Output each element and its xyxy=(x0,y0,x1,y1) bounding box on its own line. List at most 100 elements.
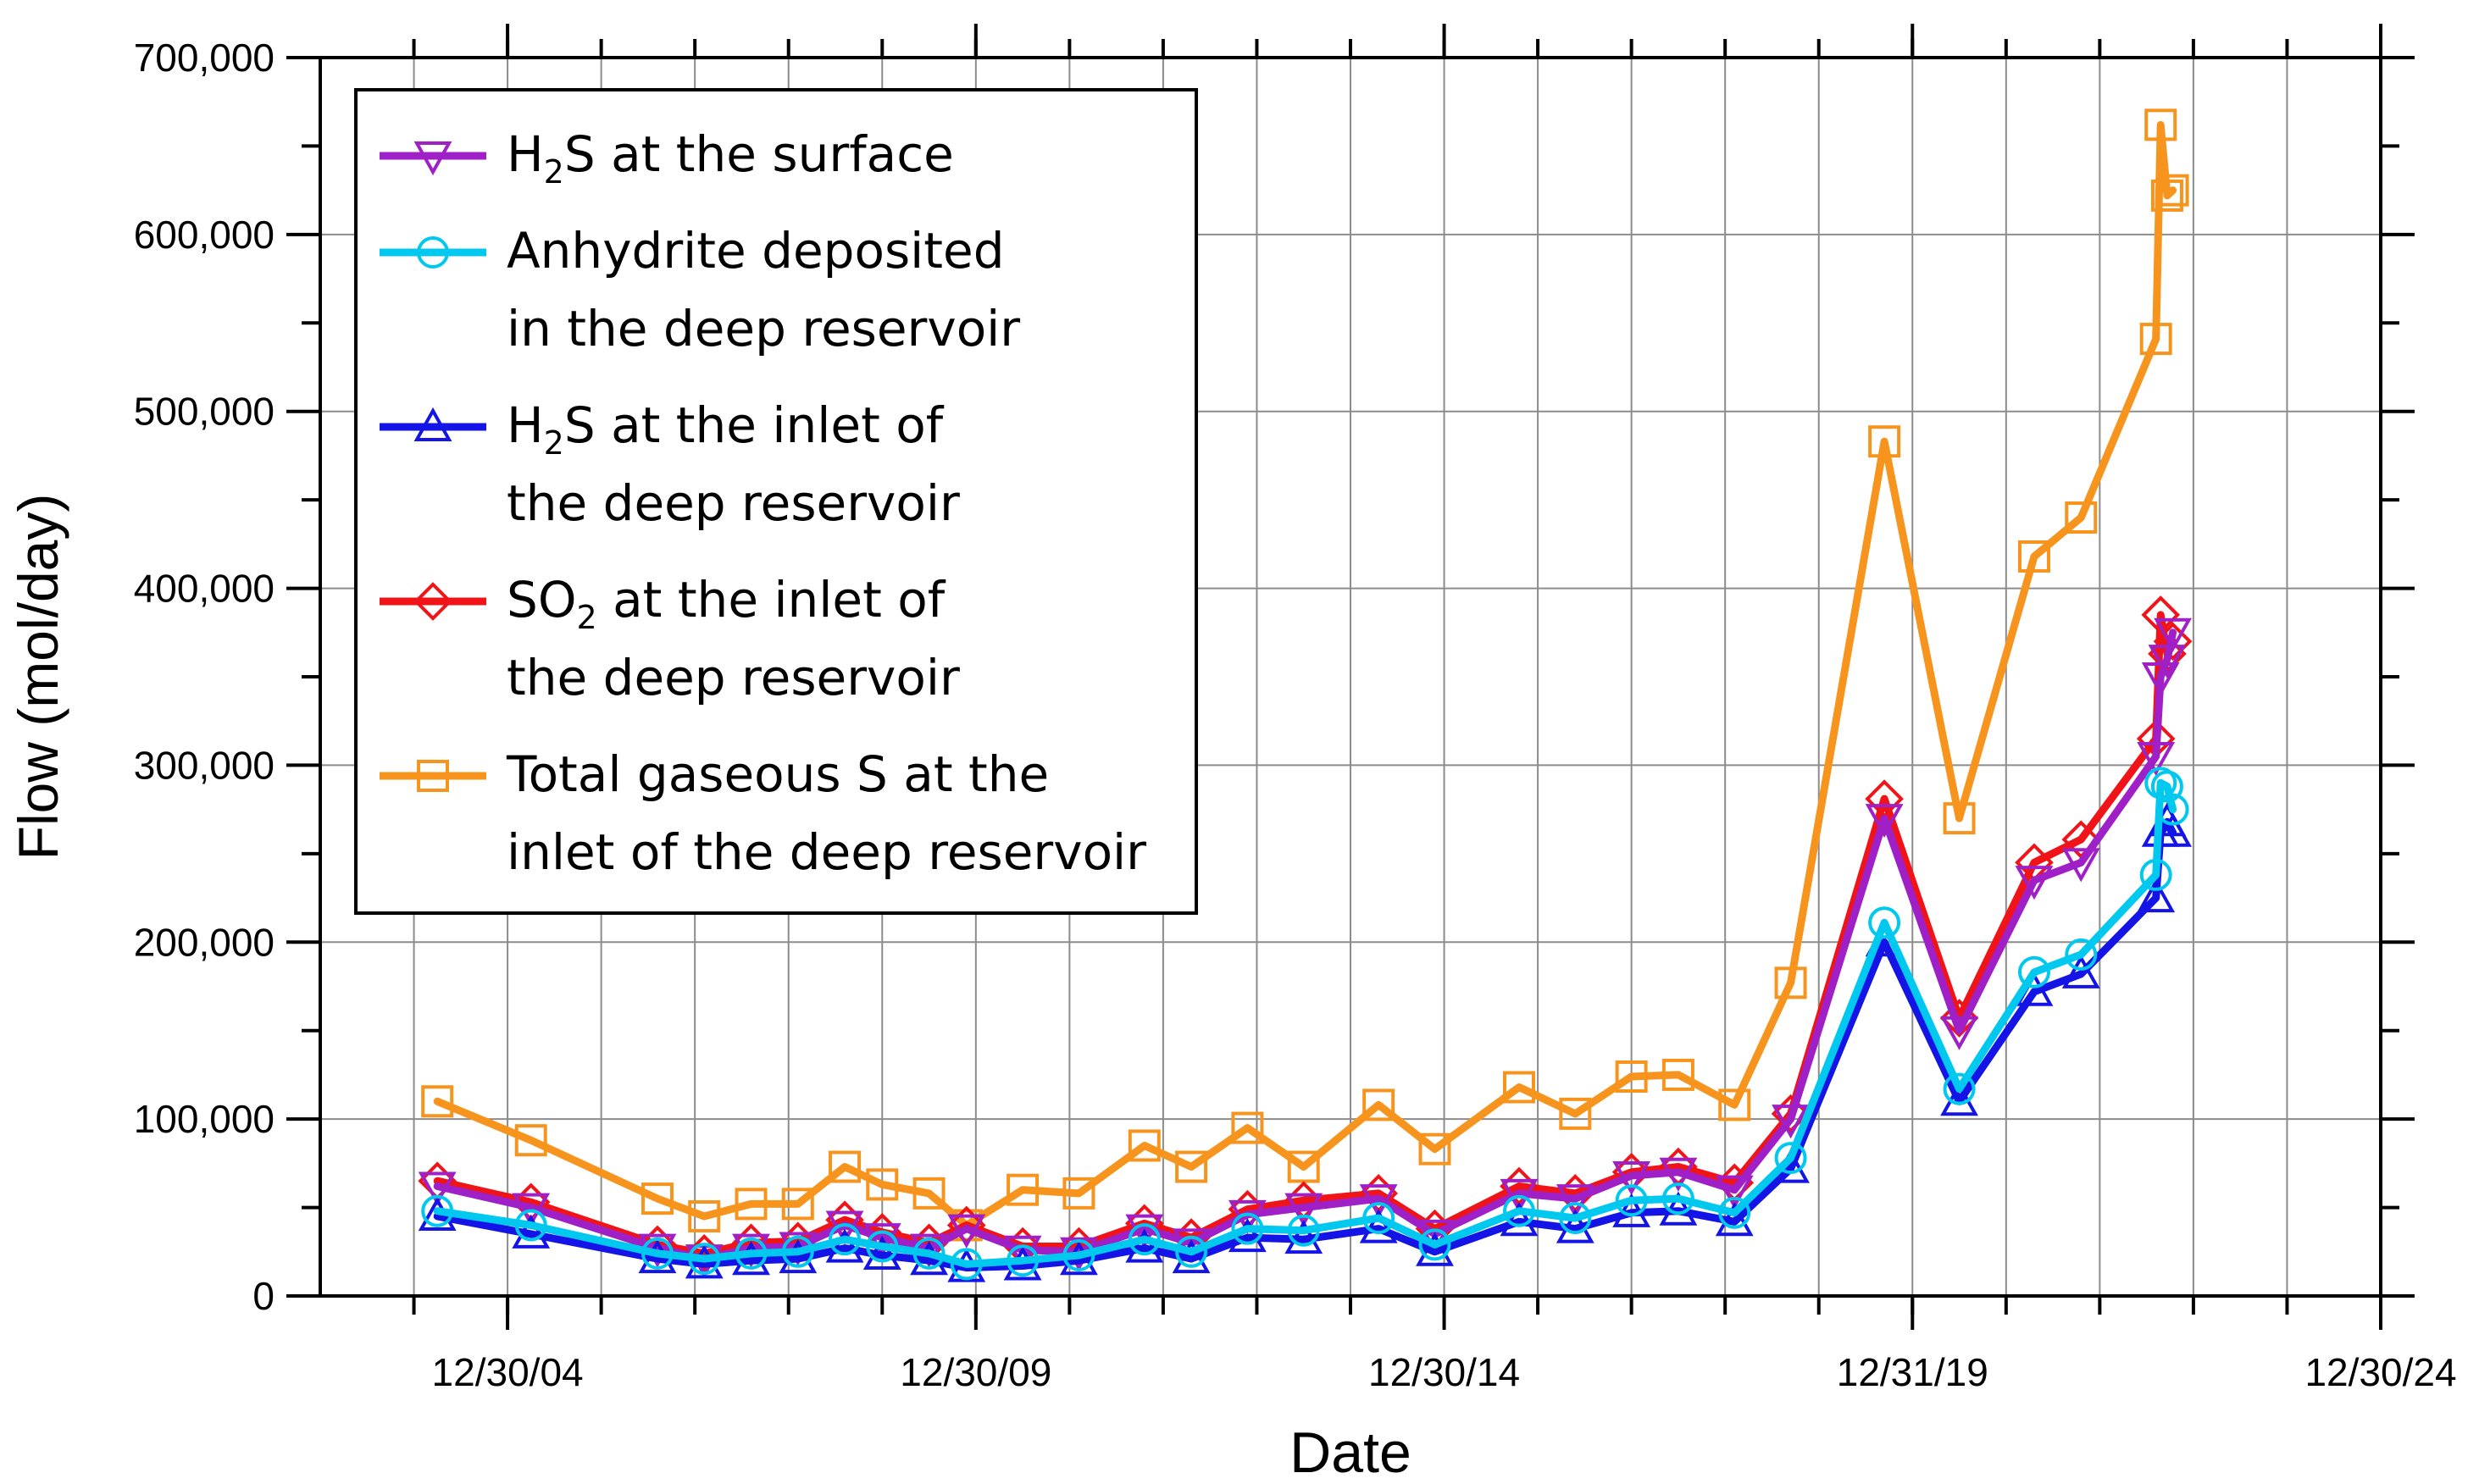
data-point-circle xyxy=(829,1223,862,1256)
legend-label: Anhydrite deposited xyxy=(507,222,1005,280)
x-tick-label: 12/30/09 xyxy=(900,1350,1051,1394)
data-point-triangle-down xyxy=(2137,741,2176,777)
y-tick-label: 400,000 xyxy=(134,567,275,611)
y-tick-label: 300,000 xyxy=(134,743,275,787)
data-point-square xyxy=(514,1124,547,1157)
legend-label-segment: S at the inlet of xyxy=(564,396,945,454)
data-point-triangle-down xyxy=(1500,1178,1539,1213)
data-point-triangle-up xyxy=(1715,1202,1754,1237)
y-tick-label: 600,000 xyxy=(134,213,275,257)
data-point-circle xyxy=(950,1248,983,1281)
legend-box xyxy=(354,88,1198,915)
data-point-circle xyxy=(688,1243,721,1276)
data-point-square xyxy=(1943,802,1976,835)
data-point-triangle-up xyxy=(732,1241,770,1276)
data-point-square xyxy=(1418,1132,1451,1166)
data-point-circle xyxy=(641,1237,674,1270)
legend-label-segment: the deep reservoir xyxy=(507,649,960,706)
data-point-square xyxy=(1231,1111,1264,1144)
data-point-triangle-up xyxy=(413,407,452,441)
legend-label: in the deep reservoir xyxy=(507,300,1020,357)
data-point-circle xyxy=(735,1237,768,1270)
data-point-circle xyxy=(781,1235,814,1268)
data-point-triangle-down xyxy=(1284,1193,1323,1227)
data-point-square xyxy=(2150,179,2183,212)
data-point-circle xyxy=(1718,1196,1751,1229)
data-point-square xyxy=(2144,108,2177,141)
data-point-circle xyxy=(2139,858,2172,891)
legend-entry-2: H2S at the inlet of the deep reservoir xyxy=(380,396,960,532)
data-point-square xyxy=(912,1177,946,1210)
data-point-diamond xyxy=(413,582,452,621)
data-point-circle xyxy=(866,1230,899,1263)
data-point-triangle-down xyxy=(862,1223,901,1258)
legend-label-segment: S at the surface xyxy=(564,125,954,183)
series-4 xyxy=(421,108,2189,1242)
series-1 xyxy=(421,767,2189,1281)
data-point-triangle-up xyxy=(1359,1209,1398,1243)
y-axis-label: Flow (mol/day) xyxy=(7,494,69,861)
data-point-triangle-down xyxy=(1659,1157,1698,1192)
data-point-square xyxy=(1559,1097,1592,1130)
data-point-circle xyxy=(1175,1235,1208,1268)
data-point-circle xyxy=(1615,1184,1648,1217)
data-point-circle xyxy=(1062,1238,1095,1271)
data-point-triangle-down xyxy=(1865,804,1904,839)
data-point-triangle-up xyxy=(1125,1228,1164,1263)
data-point-circle xyxy=(2017,955,2050,988)
x-tick-label: 12/30/24 xyxy=(2304,1350,2456,1394)
data-point-circle xyxy=(2156,793,2189,826)
data-point-triangle-down xyxy=(1772,1105,1810,1139)
series-line xyxy=(433,778,2177,1268)
data-point-triangle-down xyxy=(2148,645,2187,679)
data-point-square xyxy=(688,1200,721,1233)
data-point-triangle-down xyxy=(1359,1184,1398,1219)
data-point-square xyxy=(950,1209,983,1242)
data-point-square xyxy=(1615,1060,1648,1094)
data-point-triangle-down xyxy=(512,1193,551,1227)
legend-label-subscript: 2 xyxy=(576,599,596,636)
data-point-circle xyxy=(1287,1214,1320,1247)
data-point-square xyxy=(1062,1177,1095,1210)
data-point-square xyxy=(829,1150,862,1183)
data-point-diamond xyxy=(2148,634,2187,673)
legend-entry-3: SO2 at the inlet of the deep reservoir xyxy=(380,571,960,706)
data-point-circle xyxy=(1868,906,1901,939)
data-point-circle xyxy=(421,1194,454,1227)
axis-tick-labels: 12/30/04 12/30/09 12/30/14 12/31/19 12/30/24… xyxy=(134,36,2457,1394)
data-point-circle xyxy=(1774,1142,1807,1175)
data-point-circle xyxy=(1231,1212,1264,1245)
data-point-square xyxy=(1362,1088,1395,1121)
data-point-circle xyxy=(417,236,449,269)
data-point-square xyxy=(1007,1173,1040,1206)
data-point-circle xyxy=(1128,1223,1161,1256)
data-point-circle xyxy=(2150,770,2183,803)
data-point-circle xyxy=(2144,767,2177,800)
data-point-triangle-down xyxy=(1556,1184,1594,1219)
data-point-triangle-down xyxy=(1612,1160,1651,1196)
data-point-square xyxy=(2017,540,2050,573)
legend-label-segment: the deep reservoir xyxy=(507,474,960,532)
legend-label-segment: SO xyxy=(507,571,576,628)
legend-label-segment: in the deep reservoir xyxy=(507,300,1020,357)
data-point-square xyxy=(641,1182,674,1215)
legend-label: H2S at the surface xyxy=(507,125,954,191)
y-tick-label: 700,000 xyxy=(134,36,275,80)
legend-label: the deep reservoir xyxy=(507,474,960,532)
legend-entry-0: H2S at the surface xyxy=(380,125,954,191)
data-point-square xyxy=(2065,501,2098,534)
data-point-triangle-up xyxy=(2137,878,2176,913)
legend-label-segment: Anhydrite deposited xyxy=(507,222,1005,280)
data-point-circle xyxy=(1007,1244,1040,1277)
data-point-triangle-up xyxy=(1556,1209,1594,1243)
data-point-circle xyxy=(514,1209,547,1242)
data-point-square xyxy=(866,1168,899,1201)
data-point-diamond xyxy=(2153,622,2193,662)
data-point-square xyxy=(1774,966,1807,999)
data-point-triangle-up xyxy=(1172,1239,1211,1274)
data-point-square xyxy=(781,1188,814,1221)
series-line xyxy=(433,628,2177,1263)
data-point-circle xyxy=(1661,1182,1694,1215)
legend-label-segment: at the inlet of xyxy=(597,571,946,628)
